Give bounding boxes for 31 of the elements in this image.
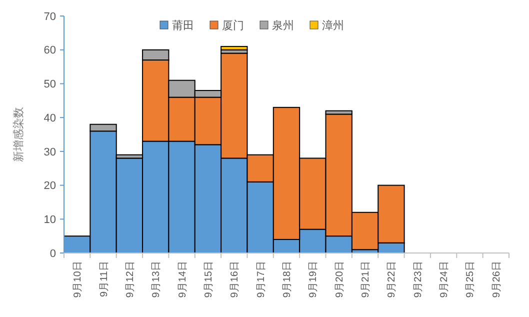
y-tick-label: 0 [50, 248, 56, 260]
y-tick-label: 30 [44, 146, 56, 158]
y-tick-label: 60 [44, 44, 56, 57]
y-tick-label: 20 [44, 180, 56, 192]
x-tick-label: 9月15日 [203, 261, 214, 298]
x-tick-label: 9月14日 [177, 261, 188, 298]
x-tick-label: 9月24日 [439, 261, 450, 298]
x-tick-label: 9月21日 [360, 261, 372, 298]
legend-label: 莆田 [172, 19, 194, 32]
x-tick-label: 9月20日 [334, 261, 346, 298]
x-tick-label: 9月26日 [491, 261, 502, 298]
legend-label: 漳州 [322, 19, 344, 32]
x-tick-label: 9月17日 [256, 261, 267, 298]
x-tick-label: 9月12日 [124, 261, 136, 298]
bar [220, 46, 248, 50]
x-tick-label: 9月11日 [98, 261, 110, 297]
x-tick-label: 9月13日 [151, 261, 162, 298]
legend-label: 泉州 [272, 19, 294, 32]
x-tick-label: 9月16日 [230, 261, 241, 298]
x-tick-label: 9月19日 [308, 261, 320, 298]
y-tick-label: 40 [44, 112, 56, 124]
x-tick-label: 9月25日 [465, 261, 476, 298]
legend-label: 厦门 [222, 19, 244, 32]
x-tick-label: 9月22日 [386, 261, 398, 298]
y-tick-label: 50 [44, 78, 56, 91]
x-tick-label: 9月23日 [412, 261, 424, 298]
y-axis-title: 新增感染数 [12, 107, 25, 162]
x-tick-label: 9月18日 [282, 261, 293, 298]
x-tick-label: 9月10日 [72, 261, 84, 298]
y-tick-label: 70 [44, 10, 56, 23]
y-tick-label: 10 [44, 214, 56, 226]
